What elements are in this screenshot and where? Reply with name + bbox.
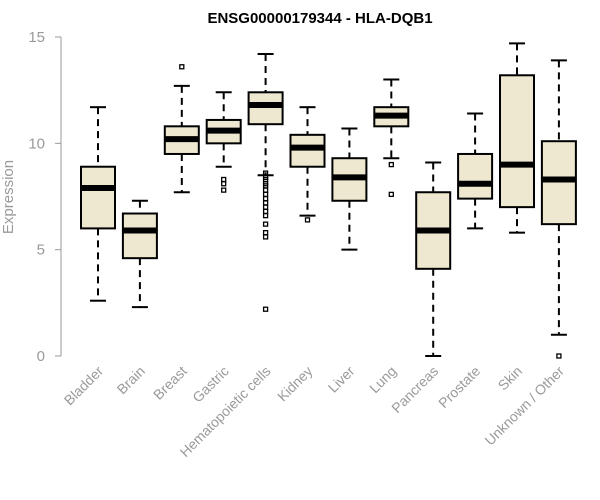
outlier-point [262, 230, 269, 236]
box-3 [205, 91, 242, 193]
outlier-point [262, 306, 269, 312]
box-iqr [540, 140, 577, 226]
outlier-point [262, 212, 269, 219]
box-iqr [499, 74, 535, 209]
outlier-point [388, 161, 394, 168]
box-10 [499, 42, 535, 234]
box-4 [247, 53, 284, 312]
outlier-point [221, 187, 227, 193]
box-iqr [289, 133, 326, 168]
y-axis: 0 5 10 15 [28, 29, 62, 365]
x-tick-label: Unknown / Other [481, 363, 567, 449]
box-iqr [121, 212, 158, 260]
outlier-point [388, 191, 394, 198]
outlier-point [221, 181, 227, 187]
box-9 [457, 112, 494, 230]
y-tick-label: 15 [28, 29, 45, 46]
box-group [80, 42, 577, 359]
y-axis-label: Expression [0, 160, 17, 234]
outlier-point [262, 200, 269, 206]
y-tick-label: 0 [37, 348, 45, 365]
box-iqr [247, 91, 284, 126]
x-tick-label: Brain [114, 363, 148, 397]
outlier-point [262, 195, 269, 202]
box-6 [331, 127, 368, 251]
box-7 [373, 78, 410, 198]
outlier-point [556, 353, 562, 359]
outlier-point [179, 64, 185, 70]
box-8 [415, 161, 452, 357]
box-5 [289, 106, 326, 223]
x-tick-label: Breast [150, 363, 190, 403]
outlier-point [262, 208, 269, 215]
chart-title: ENSG00000179344 - HLA-DQB1 [207, 10, 432, 27]
box-iqr [80, 165, 116, 230]
x-tick-label: Prostate [435, 363, 483, 411]
box-2 [163, 64, 200, 194]
x-tick-label: Skin [495, 363, 526, 394]
y-tick-label: 5 [37, 242, 45, 259]
x-tick-label: Lung [366, 363, 399, 396]
box-1 [121, 199, 158, 309]
outlier-point [262, 221, 269, 227]
y-tick-label: 10 [28, 135, 45, 152]
box-11 [540, 59, 577, 359]
x-tick-label: Bladder [61, 363, 107, 409]
box-0 [80, 106, 116, 302]
outlier-point [304, 217, 311, 223]
outlier-point [262, 234, 269, 240]
outlier-point [262, 187, 269, 193]
box-iqr [457, 152, 494, 200]
outlier-point [262, 191, 269, 198]
x-tick-label: Liver [325, 363, 358, 396]
outlier-point [221, 176, 227, 183]
outlier-point [262, 204, 269, 210]
x-tick-label: Kidney [274, 363, 316, 405]
x-tick-label: Pancreas [388, 363, 441, 416]
